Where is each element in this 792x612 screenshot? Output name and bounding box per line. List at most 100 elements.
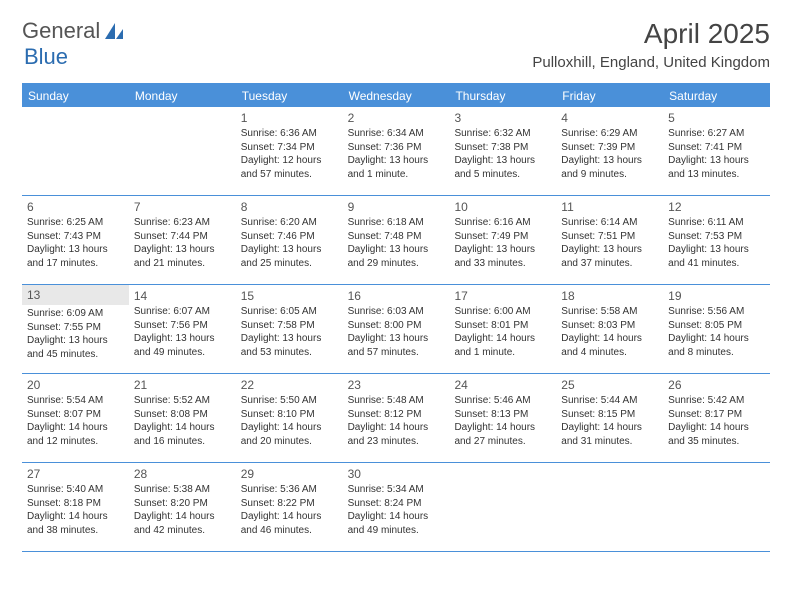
sunset-line: Sunset: 8:24 PM [348,497,445,511]
daylight-line: Daylight: 13 hours and 5 minutes. [454,154,551,181]
day-cell: 10Sunrise: 6:16 AMSunset: 7:49 PMDayligh… [449,196,556,284]
sunrise-line: Sunrise: 5:56 AM [668,305,765,319]
day-number: 20 [27,377,124,393]
day-cell: 2Sunrise: 6:34 AMSunset: 7:36 PMDaylight… [343,107,450,195]
sunrise-line: Sunrise: 5:46 AM [454,394,551,408]
day-number: 15 [241,288,338,304]
sunrise-line: Sunrise: 5:48 AM [348,394,445,408]
week-row: 27Sunrise: 5:40 AMSunset: 8:18 PMDayligh… [22,463,770,552]
day-cell: 22Sunrise: 5:50 AMSunset: 8:10 PMDayligh… [236,374,343,462]
week-row: 13Sunrise: 6:09 AMSunset: 7:55 PMDayligh… [22,285,770,374]
sunrise-line: Sunrise: 6:18 AM [348,216,445,230]
day-number: 9 [348,199,445,215]
day-number: 26 [668,377,765,393]
sunset-line: Sunset: 7:43 PM [27,230,124,244]
day-cell [22,107,129,195]
day-cell: 14Sunrise: 6:07 AMSunset: 7:56 PMDayligh… [129,285,236,373]
sunrise-line: Sunrise: 6:14 AM [561,216,658,230]
day-cell: 20Sunrise: 5:54 AMSunset: 8:07 PMDayligh… [22,374,129,462]
sunrise-line: Sunrise: 6:23 AM [134,216,231,230]
daylight-line: Daylight: 14 hours and 42 minutes. [134,510,231,537]
day-number: 29 [241,466,338,482]
day-number: 5 [668,110,765,126]
day-header: Tuesday [236,85,343,107]
day-cell: 8Sunrise: 6:20 AMSunset: 7:46 PMDaylight… [236,196,343,284]
day-cell: 17Sunrise: 6:00 AMSunset: 8:01 PMDayligh… [449,285,556,373]
logo-text-general: General [22,18,100,44]
daylight-line: Daylight: 14 hours and 31 minutes. [561,421,658,448]
sunset-line: Sunset: 7:34 PM [241,141,338,155]
daylight-line: Daylight: 14 hours and 12 minutes. [27,421,124,448]
sunrise-line: Sunrise: 5:58 AM [561,305,658,319]
sunset-line: Sunset: 8:01 PM [454,319,551,333]
sunrise-line: Sunrise: 5:50 AM [241,394,338,408]
sunset-line: Sunset: 7:56 PM [134,319,231,333]
day-number: 8 [241,199,338,215]
day-cell: 3Sunrise: 6:32 AMSunset: 7:38 PMDaylight… [449,107,556,195]
day-number: 24 [454,377,551,393]
day-number: 23 [348,377,445,393]
week-row: 6Sunrise: 6:25 AMSunset: 7:43 PMDaylight… [22,196,770,285]
day-number: 11 [561,199,658,215]
sunset-line: Sunset: 8:17 PM [668,408,765,422]
sunrise-line: Sunrise: 6:00 AM [454,305,551,319]
day-cell [449,463,556,551]
month-title: April 2025 [532,18,770,50]
sunset-line: Sunset: 8:07 PM [27,408,124,422]
sunset-line: Sunset: 7:39 PM [561,141,658,155]
location: Pulloxhill, England, United Kingdom [532,54,770,71]
day-number: 7 [134,199,231,215]
daylight-line: Daylight: 14 hours and 46 minutes. [241,510,338,537]
day-cell: 6Sunrise: 6:25 AMSunset: 7:43 PMDaylight… [22,196,129,284]
sunset-line: Sunset: 8:08 PM [134,408,231,422]
sunrise-line: Sunrise: 5:54 AM [27,394,124,408]
day-cell [663,463,770,551]
day-header: Thursday [449,85,556,107]
weeks-container: 1Sunrise: 6:36 AMSunset: 7:34 PM Daylight… [22,107,770,552]
sunrise-line: Sunrise: 6:20 AM [241,216,338,230]
day-cell: 13Sunrise: 6:09 AMSunset: 7:55 PMDayligh… [22,285,129,373]
sunrise-line: Sunrise: 6:32 AM [454,127,551,141]
day-cell: 11Sunrise: 6:14 AMSunset: 7:51 PMDayligh… [556,196,663,284]
daylight-line: Daylight: 14 hours and 49 minutes. [348,510,445,537]
day-header: Friday [556,85,663,107]
sunset-line: Sunset: 7:36 PM [348,141,445,155]
day-cell: 18Sunrise: 5:58 AMSunset: 8:03 PMDayligh… [556,285,663,373]
daylight-line: Daylight: 14 hours and 1 minute. [454,332,551,359]
day-number: 6 [27,199,124,215]
daylight-line: Daylight: 13 hours and 45 minutes. [27,334,124,361]
daylight-line: Daylight: 13 hours and 9 minutes. [561,154,658,181]
sunset-line: Sunset: 8:05 PM [668,319,765,333]
day-cell: 16Sunrise: 6:03 AMSunset: 8:00 PMDayligh… [343,285,450,373]
sunset-line: Sunset: 8:00 PM [348,319,445,333]
sunset-line: Sunset: 7:44 PM [134,230,231,244]
sunset-line: Sunset: 7:46 PM [241,230,338,244]
daylight-line: Daylight: 13 hours and 57 minutes. [348,332,445,359]
sunset-line: Sunset: 7:41 PM [668,141,765,155]
sunrise-line: Sunrise: 5:36 AM [241,483,338,497]
day-number: 28 [134,466,231,482]
day-number: 18 [561,288,658,304]
daylight-line: Daylight: 13 hours and 33 minutes. [454,243,551,270]
daylight-line: Daylight: 14 hours and 4 minutes. [561,332,658,359]
daylight-line: Daylight: 14 hours and 20 minutes. [241,421,338,448]
logo-sail-icon [103,21,125,41]
day-number: 1 [241,110,338,126]
sunset-line: Sunset: 8:15 PM [561,408,658,422]
sunrise-line: Sunrise: 5:34 AM [348,483,445,497]
sunset-line: Sunset: 8:20 PM [134,497,231,511]
sunrise-line: Sunrise: 5:40 AM [27,483,124,497]
daylight-line: Daylight: 13 hours and 13 minutes. [668,154,765,181]
sunrise-line: Sunrise: 5:38 AM [134,483,231,497]
daylight-line: Daylight: 14 hours and 38 minutes. [27,510,124,537]
day-number: 17 [454,288,551,304]
logo: General [22,18,125,44]
sunrise-line: Sunrise: 6:36 AM [241,127,338,141]
sunrise-line: Sunrise: 6:05 AM [241,305,338,319]
day-cell: 9Sunrise: 6:18 AMSunset: 7:48 PMDaylight… [343,196,450,284]
day-number: 22 [241,377,338,393]
sunrise-line: Sunrise: 5:42 AM [668,394,765,408]
sunrise-line: Sunrise: 6:27 AM [668,127,765,141]
day-number: 2 [348,110,445,126]
day-cell: 19Sunrise: 5:56 AMSunset: 8:05 PMDayligh… [663,285,770,373]
